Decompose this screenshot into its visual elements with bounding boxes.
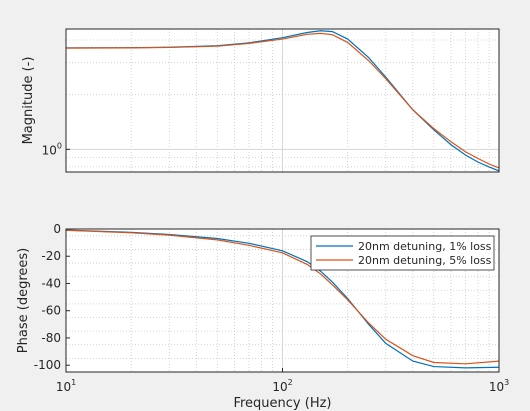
y-tick-label: -100 xyxy=(34,358,61,372)
axes-box xyxy=(65,28,500,173)
x-tick-label: 102 xyxy=(272,378,292,394)
magnitude-axes: 100 Magnitude (-) xyxy=(21,28,500,173)
y-tick-label: 0 xyxy=(53,222,61,236)
y-axis-label: Magnitude (-) xyxy=(21,57,36,145)
series-line-1 xyxy=(66,229,499,369)
y-tick-label: -40 xyxy=(41,276,61,290)
x-tick-label: 103 xyxy=(489,378,509,394)
y-tick-label: 100 xyxy=(42,141,62,157)
legend-box xyxy=(310,235,495,271)
y-axis-label: Phase (degrees) xyxy=(16,248,31,353)
y-tick-label: -20 xyxy=(41,249,61,263)
y-tick-label: -80 xyxy=(41,331,61,345)
legend-entry-1: 20nm detuning, 1% loss xyxy=(358,240,492,253)
phase-axes: 0 -20 -40 -60 -80 -100 101 102 103 Phase (degrees… xyxy=(16,222,509,411)
x-axis-label: Frequency (Hz) xyxy=(233,396,331,411)
legend-entry-2: 20nm detuning, 5% loss xyxy=(358,254,492,267)
series-line-2 xyxy=(66,32,499,169)
x-tick-label: 101 xyxy=(56,378,76,394)
series-line-2 xyxy=(66,229,499,365)
y-tick-label: -60 xyxy=(41,304,61,318)
